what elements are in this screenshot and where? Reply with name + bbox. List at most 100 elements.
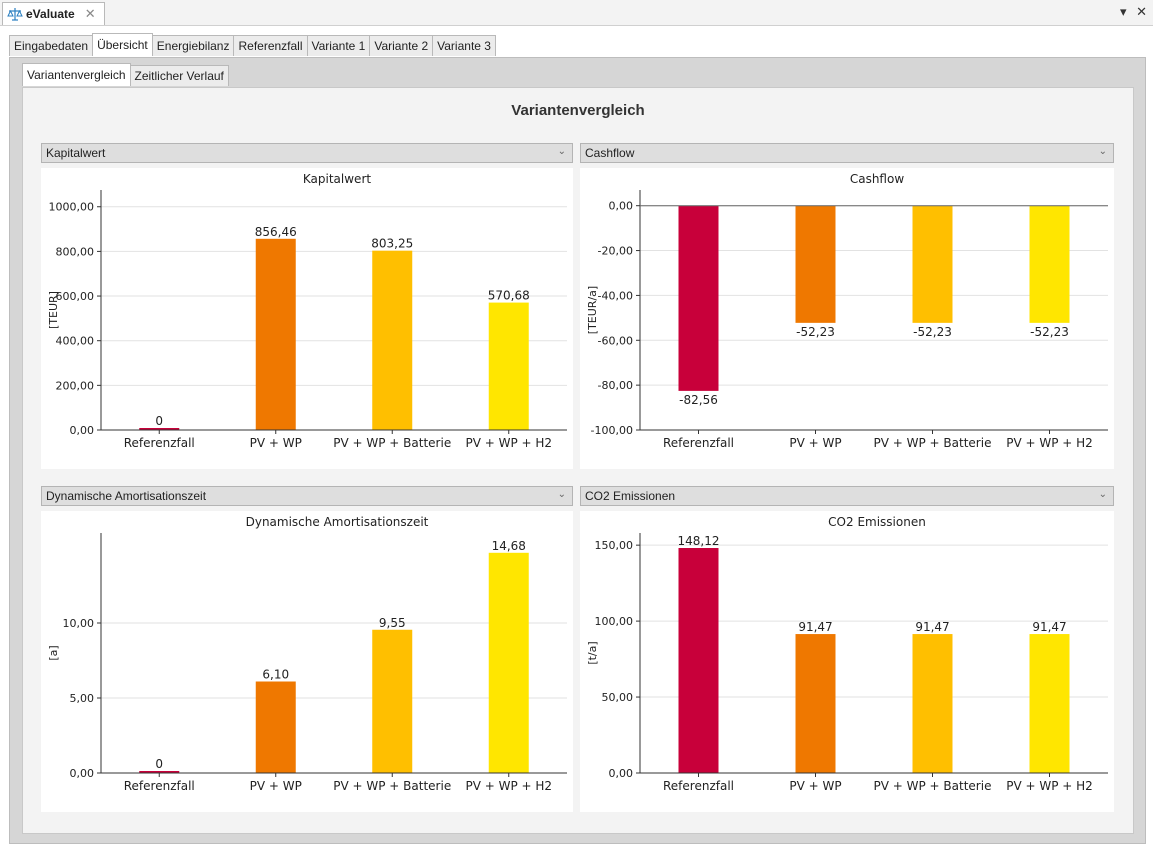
bar (795, 205, 836, 323)
tab-variante-1[interactable]: Variante 1 (306, 35, 371, 56)
chart-select-value: Cashflow (585, 146, 635, 160)
close-icon[interactable]: ✕ (84, 6, 96, 21)
y-tick-label: 400,00 (56, 335, 95, 348)
y-tick-label: -40,00 (598, 289, 633, 302)
data-label: 856,46 (255, 225, 297, 239)
chart-select-bottom-left[interactable]: Dynamische Amortisationszeit ⌄ (41, 486, 573, 506)
subtab-zeitlicher-verlauf[interactable]: Zeitlicher Verlauf (129, 65, 229, 86)
x-tick-label: PV + WP + Batterie (333, 779, 451, 793)
app-tab[interactable]: eValuate ✕ (2, 2, 105, 25)
bar (372, 629, 413, 773)
window-controls: ▾ ✕ (1114, 4, 1147, 20)
y-axis-label: [TEUR/a] (586, 286, 599, 334)
bar (912, 634, 953, 773)
app-tab-label: eValuate (26, 7, 75, 21)
chart-svg: Cashflow [TEUR/a] -100,00 -80,00 -60,00 -40,0… (586, 172, 1108, 450)
data-label: 0 (155, 757, 163, 771)
bar (139, 771, 180, 773)
bar (488, 302, 529, 430)
data-label: 803,25 (371, 237, 413, 251)
chart-select-value: CO2 Emissionen (585, 489, 676, 503)
bar (1029, 205, 1070, 323)
bar (255, 238, 296, 430)
y-tick-label: 10,00 (63, 617, 95, 630)
y-axis-label: [t/a] (586, 641, 599, 664)
data-label: 9,55 (379, 616, 406, 630)
y-tick-label: -20,00 (598, 245, 633, 258)
page-title: Variantenvergleich (511, 102, 645, 119)
y-tick-label: 200,00 (56, 379, 95, 392)
chart-svg: CO2 Emissionen [t/a] 0,00 50,00 100,00 150,00… (586, 515, 1108, 793)
y-tick-label: 0,00 (70, 424, 95, 437)
y-tick-label: 50,00 (602, 691, 634, 704)
x-tick-label: PV + WP (250, 779, 302, 793)
y-tick-label: -60,00 (598, 334, 633, 347)
y-tick-label: 0,00 (609, 200, 634, 213)
chart-title: Kapitalwert (303, 172, 371, 186)
bar (372, 250, 413, 430)
chart-cashflow: Cashflow [TEUR/a] -100,00 -80,00 -60,00 -40,0… (580, 168, 1114, 469)
chart-select-bottom-right[interactable]: CO2 Emissionen ⌄ (580, 486, 1114, 506)
chart-select-value: Kapitalwert (46, 146, 106, 160)
chart-svg: Dynamische Amortisationszeit [a] 0,00 5,00 1… (47, 515, 567, 793)
menu-chevron-icon[interactable]: ▾ (1119, 4, 1127, 19)
scale-icon (7, 8, 23, 21)
bar (678, 205, 719, 391)
bar (912, 205, 953, 323)
tab-variante-3[interactable]: Variante 3 (432, 35, 496, 56)
chart-select-top-right[interactable]: Cashflow ⌄ (580, 143, 1114, 163)
bar (678, 548, 719, 773)
y-axis-label: [a] (47, 645, 60, 660)
data-label: 91,47 (1032, 620, 1066, 634)
x-tick-label: PV + WP + Batterie (333, 436, 451, 450)
x-tick-label: PV + WP + H2 (1006, 436, 1093, 450)
window-close-icon[interactable]: ✕ (1136, 4, 1147, 19)
chart-title: Cashflow (850, 172, 904, 186)
x-tick-label: PV + WP + H2 (465, 436, 552, 450)
y-tick-label: 100,00 (595, 615, 634, 628)
data-label: 570,68 (488, 289, 530, 303)
chevron-down-icon: ⌄ (557, 146, 566, 157)
y-tick-label: 600,00 (56, 290, 95, 303)
tab-eingabedaten[interactable]: Eingabedaten (9, 35, 94, 56)
tab-energiebilanz[interactable]: Energiebilanz (151, 35, 235, 56)
x-tick-label: Referenzfall (663, 436, 734, 450)
tab-variante-2[interactable]: Variante 2 (369, 35, 434, 56)
data-label: -82,56 (679, 393, 718, 407)
y-axis-label: [TEUR] (47, 291, 60, 329)
main-tab-bar: Eingabedaten Übersicht Energiebilanz Refere… (9, 33, 496, 57)
bar (139, 428, 180, 430)
y-tick-label: 0,00 (609, 767, 634, 780)
chart-select-top-left[interactable]: Kapitalwert ⌄ (41, 143, 573, 163)
x-tick-label: PV + WP (789, 779, 841, 793)
y-tick-label: -100,00 (591, 424, 633, 437)
y-tick-label: 1000,00 (49, 201, 95, 214)
chart-title: CO2 Emissionen (828, 515, 926, 529)
subtab-variantenvergleich[interactable]: Variantenvergleich (22, 63, 131, 86)
data-label: -52,23 (1030, 325, 1069, 339)
chevron-down-icon: ⌄ (1098, 489, 1107, 500)
data-label: 14,68 (492, 539, 526, 553)
data-label: 148,12 (678, 534, 720, 548)
bar (795, 634, 836, 773)
chevron-down-icon: ⌄ (1098, 146, 1107, 157)
chevron-down-icon: ⌄ (557, 489, 566, 500)
y-tick-label: 150,00 (595, 539, 634, 552)
x-tick-label: PV + WP (789, 436, 841, 450)
x-tick-label: PV + WP + H2 (1006, 779, 1093, 793)
data-label: 0 (155, 414, 163, 428)
x-tick-label: Referenzfall (124, 436, 195, 450)
sub-tab-bar: Variantenvergleich Zeitlicher Verlauf (22, 63, 229, 87)
chart-title: Dynamische Amortisationszeit (246, 515, 429, 529)
chart-select-value: Dynamische Amortisationszeit (46, 489, 207, 503)
data-label: 91,47 (798, 620, 832, 634)
tab-übersicht[interactable]: Übersicht (92, 33, 153, 56)
y-tick-label: 0,00 (70, 767, 95, 780)
title-bar: eValuate ✕ ▾ ✕ (0, 0, 1153, 26)
bar (255, 681, 296, 773)
data-label: 6,10 (262, 668, 289, 682)
tab-referenzfall[interactable]: Referenzfall (233, 35, 308, 56)
chart-kapitalwert: Kapitalwert [TEUR] 0,00 200,00 400,00 600,00 8… (41, 168, 573, 469)
data-label: -52,23 (796, 325, 835, 339)
x-tick-label: PV + WP + Batterie (874, 779, 992, 793)
